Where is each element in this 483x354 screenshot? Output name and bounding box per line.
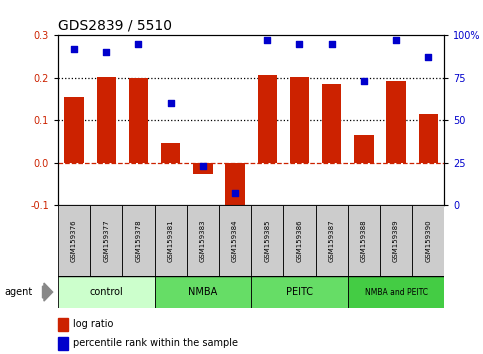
FancyBboxPatch shape [155, 276, 251, 308]
Point [102, 50, 110, 55]
Bar [58, 318, 68, 331]
FancyBboxPatch shape [58, 276, 155, 308]
Point [70, 46, 78, 52]
Text: percentile rank within the sample: percentile rank within the sample [73, 338, 239, 348]
Text: GSM159383: GSM159383 [200, 219, 206, 262]
Text: GSM159377: GSM159377 [103, 219, 109, 262]
Point [392, 38, 400, 43]
Point [425, 55, 432, 60]
FancyBboxPatch shape [284, 205, 315, 276]
Text: GSM159388: GSM159388 [361, 219, 367, 262]
Point [263, 38, 271, 43]
Text: GSM159381: GSM159381 [168, 219, 174, 262]
Bar [386, 81, 406, 163]
Text: NMBA: NMBA [188, 287, 217, 297]
Text: GSM159390: GSM159390 [425, 219, 431, 262]
Text: GSM159386: GSM159386 [297, 219, 302, 262]
FancyBboxPatch shape [219, 205, 251, 276]
Text: agent: agent [5, 287, 33, 297]
Text: GSM159378: GSM159378 [135, 219, 142, 262]
Text: PEITC: PEITC [286, 287, 313, 297]
Text: NMBA and PEITC: NMBA and PEITC [365, 287, 427, 297]
Bar [97, 77, 116, 163]
FancyBboxPatch shape [348, 205, 380, 276]
Text: GSM159387: GSM159387 [328, 219, 335, 262]
Bar [257, 75, 277, 163]
Point [296, 41, 303, 47]
Point [199, 164, 207, 169]
Text: GSM159376: GSM159376 [71, 219, 77, 262]
Bar [64, 97, 84, 163]
Bar [58, 337, 68, 350]
FancyBboxPatch shape [348, 276, 444, 308]
Point [135, 41, 142, 47]
FancyBboxPatch shape [315, 205, 348, 276]
Text: GSM159384: GSM159384 [232, 219, 238, 262]
Bar [226, 163, 245, 207]
FancyBboxPatch shape [251, 205, 284, 276]
FancyBboxPatch shape [122, 205, 155, 276]
Text: GSM159385: GSM159385 [264, 219, 270, 262]
FancyBboxPatch shape [412, 205, 444, 276]
FancyBboxPatch shape [155, 205, 187, 276]
Bar [290, 76, 309, 163]
Bar [322, 84, 341, 163]
Text: control: control [89, 287, 123, 297]
Point [328, 41, 336, 47]
Bar [419, 114, 438, 163]
Bar [354, 135, 373, 163]
FancyBboxPatch shape [187, 205, 219, 276]
Point [360, 79, 368, 84]
Text: log ratio: log ratio [73, 319, 114, 329]
Bar [129, 78, 148, 163]
Bar [161, 143, 180, 163]
Text: GSM159389: GSM159389 [393, 219, 399, 262]
FancyBboxPatch shape [251, 276, 348, 308]
Bar [193, 163, 213, 174]
FancyBboxPatch shape [380, 205, 412, 276]
FancyBboxPatch shape [90, 205, 122, 276]
Point [167, 101, 174, 106]
FancyArrow shape [43, 283, 53, 301]
FancyBboxPatch shape [58, 205, 90, 276]
Text: GDS2839 / 5510: GDS2839 / 5510 [58, 19, 172, 33]
Point [231, 190, 239, 196]
